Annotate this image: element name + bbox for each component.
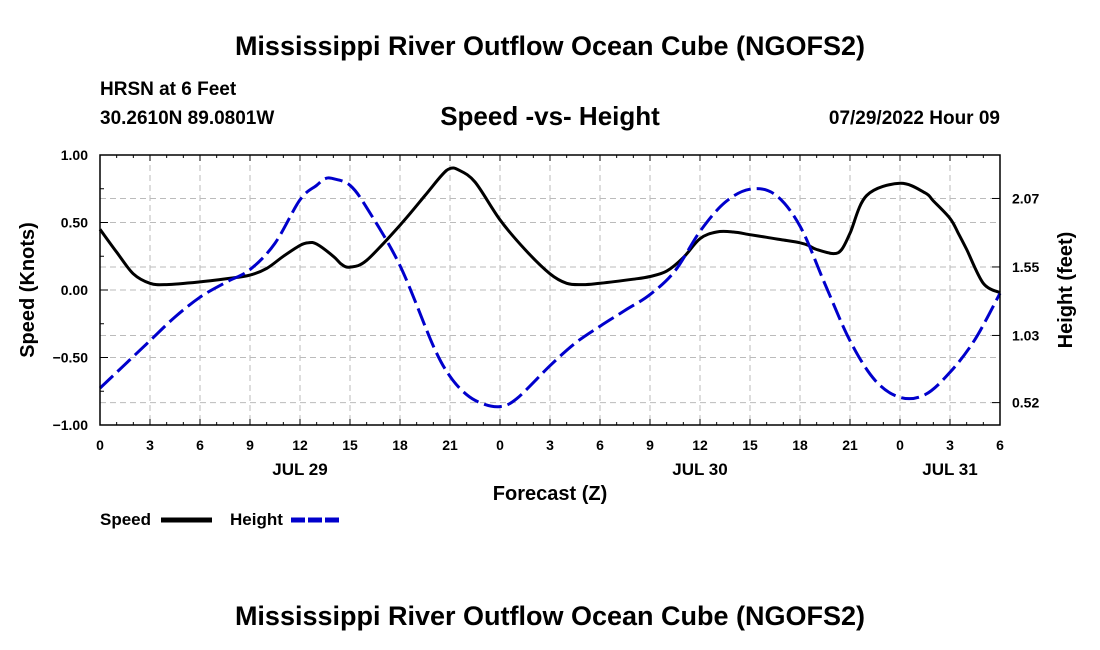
y2-tick-label: 1.55 (1012, 259, 1039, 275)
x-tick-label: 15 (742, 437, 758, 453)
x-tick-label: 3 (546, 437, 554, 453)
legend-label-height: Height (230, 510, 283, 529)
x-tick-label: 21 (442, 437, 458, 453)
x-tick-label: 3 (946, 437, 954, 453)
axis-ticks: 0 3 6 9 12 15 18 21 0 3 6 9 12 15 18 21 0 3 6 −1.00 −0.50 0.0… (53, 147, 1040, 479)
y-tick-label: 0.50 (61, 215, 88, 231)
y-tick-label: 1.00 (61, 147, 88, 163)
y2-tick-label: 2.07 (1012, 190, 1039, 206)
x-tick-label: 0 (896, 437, 904, 453)
x-tick-label: 18 (792, 437, 808, 453)
x-tick-label: 18 (392, 437, 408, 453)
x-tick-label: 21 (842, 437, 858, 453)
x-tick-label: 6 (196, 437, 204, 453)
x-tick-label: 3 (146, 437, 154, 453)
y2-tick-label: 1.03 (1012, 327, 1039, 343)
x-tick-label: 9 (246, 437, 254, 453)
legend-label-speed: Speed (100, 510, 151, 529)
x-tick-label: 12 (292, 437, 308, 453)
y-axis-label-right: Height (feet) (1055, 232, 1077, 349)
station-label: HRSN at 6 Feet (100, 79, 237, 100)
footer-title: Mississippi River Outflow Ocean Cube (NG… (235, 601, 865, 631)
x-tick-label: 9 (646, 437, 654, 453)
y-tick-label: −0.50 (53, 350, 89, 366)
x-axis-label: Forecast (Z) (493, 483, 607, 505)
x-tick-label: 6 (996, 437, 1004, 453)
y-axis-label-left: Speed (Knots) (17, 222, 39, 358)
legend: Speed Height (100, 510, 342, 529)
x-tick-label: 6 (596, 437, 604, 453)
plot-series (98, 166, 1002, 409)
x-date-label: JUL 29 (272, 460, 327, 479)
x-date-label: JUL 31 (922, 460, 977, 479)
y2-tick-label: 0.52 (1012, 395, 1039, 411)
y-tick-label: −1.00 (53, 417, 89, 433)
x-date-label: JUL 30 (672, 460, 727, 479)
chart-title: Mississippi River Outflow Ocean Cube (NG… (235, 31, 865, 61)
series-line-height (98, 176, 1002, 409)
forecast-datetime: 07/29/2022 Hour 09 (829, 108, 1000, 129)
series-line-speed (98, 166, 1001, 295)
x-tick-label: 0 (496, 437, 504, 453)
x-tick-label: 15 (342, 437, 358, 453)
station-coordinates: 30.2610N 89.0801W (100, 108, 274, 129)
chart-subtitle: Speed -vs- Height (440, 101, 660, 131)
x-tick-label: 12 (692, 437, 708, 453)
x-tick-label: 0 (96, 437, 104, 453)
grid-lines (100, 155, 1000, 425)
y-tick-label: 0.00 (61, 282, 88, 298)
